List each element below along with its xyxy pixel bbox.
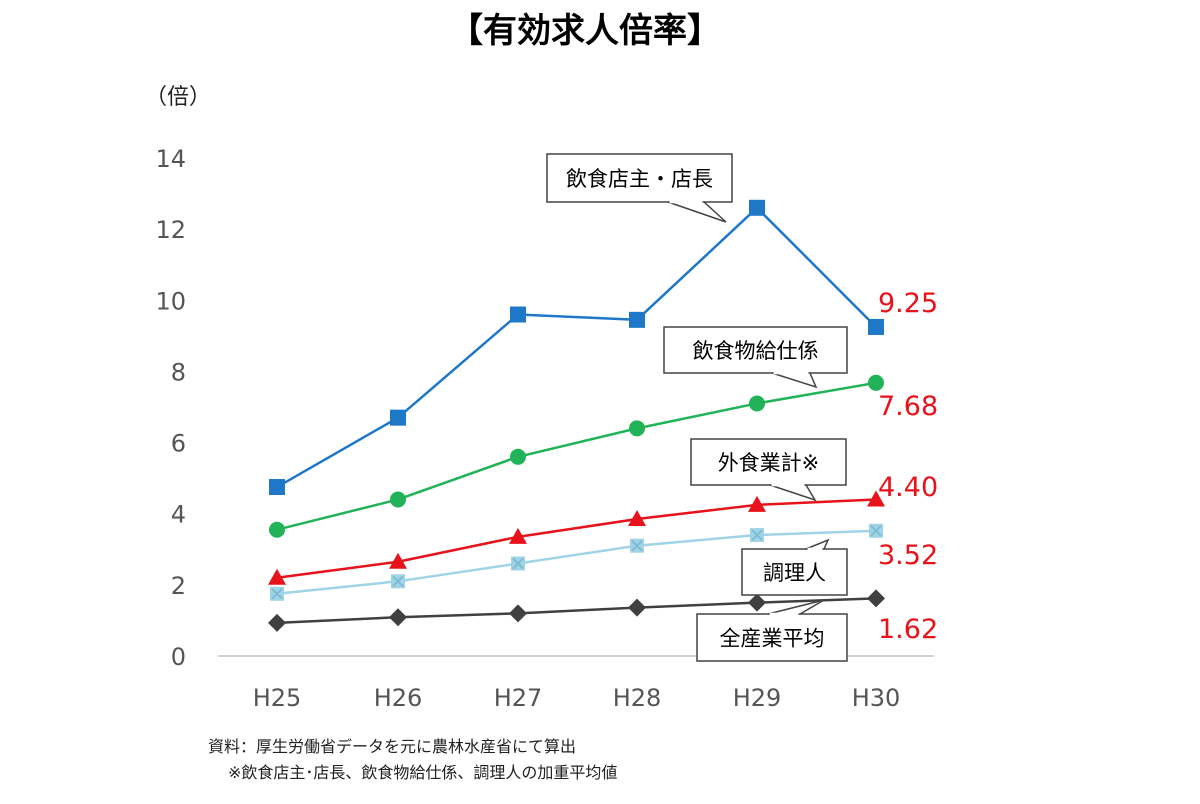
- end-value-label: 7.68: [878, 391, 938, 422]
- series-shop-owner-point: [390, 409, 406, 426]
- series-food-service-total-line: [276, 498, 877, 579]
- series-all-industries-point: [748, 593, 766, 612]
- y-tick-label: 8: [171, 358, 186, 386]
- legend-label: 外食業計※: [718, 451, 820, 475]
- series-waitstaff-point: [868, 374, 884, 391]
- series-waitstaff-point: [510, 448, 526, 465]
- series-cook-point: [270, 586, 284, 601]
- legend-callout-all-industries: 全産業平均: [696, 599, 848, 662]
- x-tick-label: H27: [494, 684, 543, 712]
- series-cook-point: [511, 556, 525, 571]
- y-tick-label: 6: [171, 430, 186, 458]
- series-waitstaff-point: [749, 395, 765, 412]
- series-food-service-total-point: [389, 552, 407, 569]
- series-shop-owner-line: [276, 206, 877, 489]
- x-tick-label: H25: [253, 684, 302, 712]
- end-value-label: 9.25: [878, 288, 938, 319]
- series-shop-owner-point: [868, 318, 884, 335]
- series-shop-owner-point: [510, 306, 526, 323]
- series-cook-point: [750, 528, 764, 543]
- series-shop-owner-point: [269, 479, 285, 496]
- series-all-industries-point: [268, 613, 286, 632]
- series-waitstaff-point: [390, 491, 406, 508]
- series-waitstaff-point: [629, 420, 645, 437]
- series-all-industries-point: [867, 589, 885, 608]
- series-waitstaff-point: [269, 521, 285, 538]
- source-note: 資料：厚生労働省データを元に農林水産省にて算出: [208, 737, 576, 756]
- legend-label: 調理人: [763, 561, 826, 585]
- end-value-label: 1.62: [878, 614, 938, 645]
- source-footnote: ※飲食店主･店長、飲食物給仕係、調理人の加重平均値: [228, 763, 617, 782]
- legend-label: 全産業平均: [720, 627, 825, 651]
- series-food-service-total-point: [268, 568, 286, 585]
- legend-callout-cook: 調理人: [741, 538, 848, 596]
- series-food-service-total-point: [748, 495, 766, 512]
- y-tick-label: 4: [171, 501, 186, 529]
- legend-label: 飲食店主・店長: [566, 167, 713, 191]
- end-value-label: 3.52: [878, 540, 938, 571]
- y-axis-label: （倍）: [145, 85, 211, 110]
- x-tick-label: H28: [613, 684, 662, 712]
- series-shop-owner-point: [749, 199, 765, 216]
- series-all-industries-point: [628, 598, 646, 617]
- legend-callout-food-service-total: 外食業計※: [690, 438, 847, 502]
- legend-label: 飲食物給仕係: [693, 339, 819, 363]
- y-tick-label: 10: [155, 287, 186, 315]
- series-cook-point: [391, 574, 405, 589]
- series-all-industries-point: [389, 608, 407, 627]
- chart-title: 【有効求人倍率】: [449, 11, 721, 51]
- series-shop-owner-point: [629, 311, 645, 328]
- x-tick-label: H29: [733, 684, 782, 712]
- series-food-service-total-point: [867, 490, 885, 507]
- legend-callout-waitstaff: 飲食物給仕係: [663, 326, 848, 389]
- y-tick-label: 2: [171, 572, 186, 600]
- series-food-service-total-point: [509, 527, 527, 544]
- y-tick-label: 0: [171, 643, 186, 671]
- y-tick-label: 12: [155, 216, 186, 244]
- series-cook-point: [630, 538, 644, 553]
- x-tick-label: H26: [374, 684, 423, 712]
- series-waitstaff-line: [276, 381, 877, 531]
- series-cook-line: [276, 529, 877, 595]
- series-all-industries-line: [276, 597, 877, 625]
- end-value-label: 4.40: [878, 472, 938, 503]
- y-tick-label: 14: [155, 145, 186, 173]
- x-tick-label: H30: [852, 684, 901, 712]
- series-all-industries-point: [509, 604, 527, 623]
- series-cook-point: [869, 523, 883, 538]
- series-food-service-total-point: [628, 510, 646, 527]
- legend-callout-shop-owner: 飲食店主・店長: [546, 153, 733, 223]
